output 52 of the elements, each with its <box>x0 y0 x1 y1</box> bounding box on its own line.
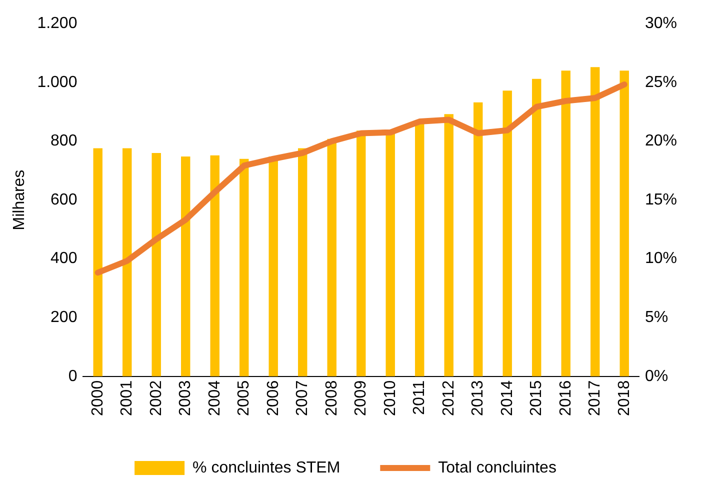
x-tick-label: 2003 <box>177 380 194 416</box>
bar <box>620 70 629 376</box>
x-tick-label: 2009 <box>352 380 370 416</box>
y-tick-label: 1.000 <box>37 74 78 91</box>
bar <box>122 148 132 376</box>
y2-tick-label: 0% <box>644 368 668 385</box>
x-tick-label: 2008 <box>323 380 340 416</box>
x-tick-label: 2004 <box>206 380 224 416</box>
y-tick-label: 0 <box>68 368 78 385</box>
x-tick-label: 2015 <box>528 380 546 416</box>
x-tick-label: 2006 <box>264 380 282 416</box>
bar <box>327 138 336 376</box>
bar <box>93 148 102 376</box>
y2-tick-label: 10% <box>644 250 678 268</box>
y2-tick-label: 30% <box>644 15 678 32</box>
bar <box>152 152 161 376</box>
x-tick-label: 2005 <box>236 380 253 416</box>
bar <box>356 130 366 376</box>
x-tick-label: 2014 <box>498 380 516 416</box>
y2-tick-label: 15% <box>644 191 678 208</box>
y-tick-label: 600 <box>50 191 78 208</box>
bar <box>181 156 190 376</box>
bar <box>474 102 483 376</box>
x-tick-label: 2007 <box>294 380 312 416</box>
legend-label: % concluintes STEM <box>192 459 340 476</box>
bar <box>561 70 570 376</box>
x-tick-label: 2017 <box>586 380 604 416</box>
bar <box>210 155 220 376</box>
y-tick-label: 400 <box>50 250 78 268</box>
x-tick-label: 2016 <box>557 380 574 416</box>
y-tick-label: 1.200 <box>37 15 78 32</box>
x-tick-label: 2011 <box>411 380 428 415</box>
y2-tick-label: 20% <box>644 132 678 150</box>
y-tick-label: 200 <box>50 309 78 326</box>
x-tick-label: 2002 <box>148 380 165 416</box>
y-tick-label: 800 <box>50 132 78 150</box>
x-tick-label: 2001 <box>118 380 136 416</box>
bar <box>444 114 454 376</box>
y2-tick-label: 25% <box>644 74 678 91</box>
x-tick-label: 2018 <box>616 380 633 416</box>
x-tick-label: 2012 <box>440 380 458 416</box>
x-tick-label: 2000 <box>89 380 106 416</box>
y2-tick-label: 5% <box>644 309 668 326</box>
x-tick-label: 2013 <box>470 380 487 416</box>
bar <box>532 78 542 376</box>
bar <box>240 158 249 376</box>
bar <box>590 67 600 376</box>
bar <box>502 90 512 376</box>
x-tick-label: 2010 <box>382 380 399 416</box>
y-axis-title: Milhares <box>11 170 28 230</box>
legend-label: Total concluintes <box>438 459 556 476</box>
bar <box>298 148 308 376</box>
